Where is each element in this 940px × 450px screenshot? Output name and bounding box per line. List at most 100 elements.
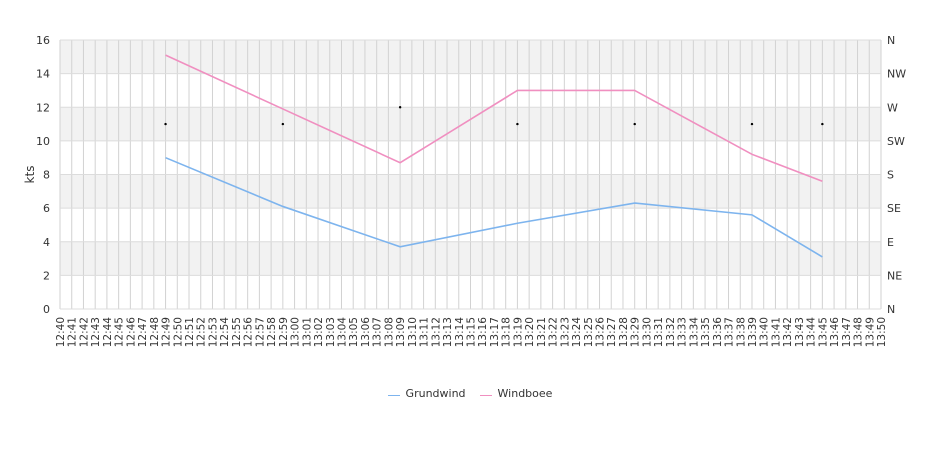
x-tick-label: 13:05 bbox=[348, 317, 360, 347]
x-tick-label: 13:35 bbox=[700, 317, 712, 347]
x-tick-label: 13:45 bbox=[817, 317, 829, 347]
x-tick-label: 13:48 bbox=[853, 317, 865, 347]
x-tick-label: 13:33 bbox=[677, 317, 689, 347]
x-tick-label: 12:59 bbox=[278, 317, 290, 347]
x-tick-label: 12:50 bbox=[172, 317, 184, 347]
right-axis-label: SW bbox=[887, 135, 905, 148]
x-tick-label: 13:09 bbox=[395, 317, 407, 347]
x-tick-label: 13:30 bbox=[641, 317, 653, 347]
x-tick-label: 12:41 bbox=[67, 317, 79, 347]
x-tick-label: 13:26 bbox=[595, 317, 607, 348]
x-tick-label: 12:45 bbox=[114, 317, 126, 347]
x-tick-label: 13:28 bbox=[618, 317, 630, 347]
x-tick-label: 13:10 bbox=[407, 317, 419, 347]
x-tick-label: 13:08 bbox=[383, 317, 395, 347]
x-tick-label: 12:58 bbox=[266, 317, 278, 347]
direction-marker bbox=[750, 122, 754, 126]
direction-marker bbox=[516, 122, 519, 126]
x-tick-label: 13:00 bbox=[290, 317, 302, 347]
x-tick-label: 13:42 bbox=[782, 317, 794, 347]
right-axis-label: N bbox=[887, 34, 895, 47]
y-tick-label: 14 bbox=[36, 68, 50, 81]
legend-item-windboee[interactable]: Windboee bbox=[479, 385, 553, 401]
right-axis-label: NW bbox=[887, 68, 906, 81]
x-tick-label: 12:57 bbox=[254, 317, 266, 347]
x-tick-label: 13:41 bbox=[770, 317, 782, 347]
x-tick-label: 13:15 bbox=[466, 317, 478, 347]
x-tick-label: 13:16 bbox=[477, 317, 489, 348]
x-tick-label: 13:13 bbox=[442, 317, 454, 347]
x-tick-label: 13:46 bbox=[829, 317, 841, 348]
x-tick-label: 12:51 bbox=[184, 317, 196, 347]
legend: Grundwind Windboee bbox=[0, 385, 940, 401]
x-tick-label: 13:21 bbox=[536, 317, 548, 347]
x-tick-label: 13:47 bbox=[841, 317, 853, 347]
x-tick-label: 12:56 bbox=[243, 317, 255, 348]
x-tick-label: 13:32 bbox=[665, 317, 677, 347]
y-tick-label: 8 bbox=[43, 169, 50, 182]
y-tick-label: 4 bbox=[43, 236, 50, 249]
x-tick-label: 12:42 bbox=[78, 317, 90, 347]
x-tick-label: 12:54 bbox=[219, 317, 231, 348]
x-tick-label: 13:04 bbox=[336, 317, 348, 348]
x-tick-label: 13:02 bbox=[313, 317, 325, 347]
y-axis-title: kts bbox=[23, 166, 37, 184]
x-tick-label: 13:01 bbox=[301, 317, 313, 347]
x-tick-label: 13:44 bbox=[806, 317, 818, 348]
x-tick-label: 13:23 bbox=[559, 317, 571, 347]
x-tick-label: 13:12 bbox=[430, 317, 442, 347]
right-axis-label: S bbox=[887, 169, 894, 182]
x-tick-label: 13:49 bbox=[864, 317, 876, 347]
x-tick-label: 12:44 bbox=[102, 317, 114, 348]
direction-marker bbox=[633, 122, 636, 126]
series-line-windboee bbox=[165, 54, 823, 182]
x-tick-label: 13:07 bbox=[372, 317, 384, 347]
right-axis-label: SE bbox=[887, 202, 901, 215]
y-tick-label: 2 bbox=[43, 269, 50, 282]
direction-marker bbox=[398, 106, 402, 109]
y-tick-label: 0 bbox=[43, 303, 50, 316]
direction-marker bbox=[164, 122, 167, 126]
direction-marker bbox=[821, 122, 824, 126]
right-axis-label: E bbox=[887, 236, 894, 249]
x-tick-label: 13:14 bbox=[454, 317, 466, 348]
x-tick-label: 13:39 bbox=[747, 317, 759, 347]
x-tick-label: 12:55 bbox=[231, 317, 243, 347]
x-tick-label: 13:50 bbox=[876, 317, 888, 347]
y-tick-label: 10 bbox=[36, 135, 50, 148]
x-tick-label: 13:18 bbox=[501, 317, 513, 347]
y-tick-label: 6 bbox=[43, 202, 50, 215]
x-tick-label: 12:49 bbox=[161, 317, 173, 347]
legend-swatch-windboee bbox=[479, 394, 492, 396]
x-tick-label: 13:25 bbox=[583, 317, 595, 347]
x-tick-label: 13:38 bbox=[735, 317, 747, 347]
y-tick-label: 12 bbox=[36, 101, 50, 114]
x-tick-label: 13:34 bbox=[688, 317, 700, 348]
x-tick-label: 13:22 bbox=[548, 317, 560, 347]
x-tick-label: 13:40 bbox=[759, 317, 771, 347]
y-tick-label: 16 bbox=[36, 34, 50, 47]
x-tick-label: 13:37 bbox=[724, 317, 736, 347]
x-tick-label: 13:06 bbox=[360, 317, 372, 348]
x-tick-label: 13:11 bbox=[419, 317, 431, 347]
x-tick-label: 12:40 bbox=[55, 317, 67, 347]
legend-item-grundwind[interactable]: Grundwind bbox=[387, 385, 466, 401]
right-axis-label: N bbox=[887, 303, 895, 316]
x-tick-label: 13:20 bbox=[524, 317, 536, 347]
x-tick-label: 12:43 bbox=[90, 317, 102, 347]
x-tick-label: 13:31 bbox=[653, 317, 665, 347]
series-line-grundwind bbox=[165, 156, 823, 258]
x-tick-label: 13:36 bbox=[712, 317, 724, 348]
x-tick-label: 13:17 bbox=[489, 317, 501, 347]
x-tick-label: 12:47 bbox=[137, 317, 149, 347]
right-axis-label: NE bbox=[887, 269, 902, 282]
legend-label-grundwind: Grundwind bbox=[405, 386, 466, 400]
x-tick-label: 13:29 bbox=[630, 317, 642, 347]
x-tick-label: 12:52 bbox=[196, 317, 208, 347]
legend-label-windboee: Windboee bbox=[497, 386, 553, 400]
x-tick-label: 13:27 bbox=[606, 317, 618, 347]
x-tick-label: 12:48 bbox=[149, 317, 161, 347]
x-tick-label: 12:53 bbox=[207, 317, 219, 347]
x-tick-label: 13:03 bbox=[325, 317, 337, 347]
